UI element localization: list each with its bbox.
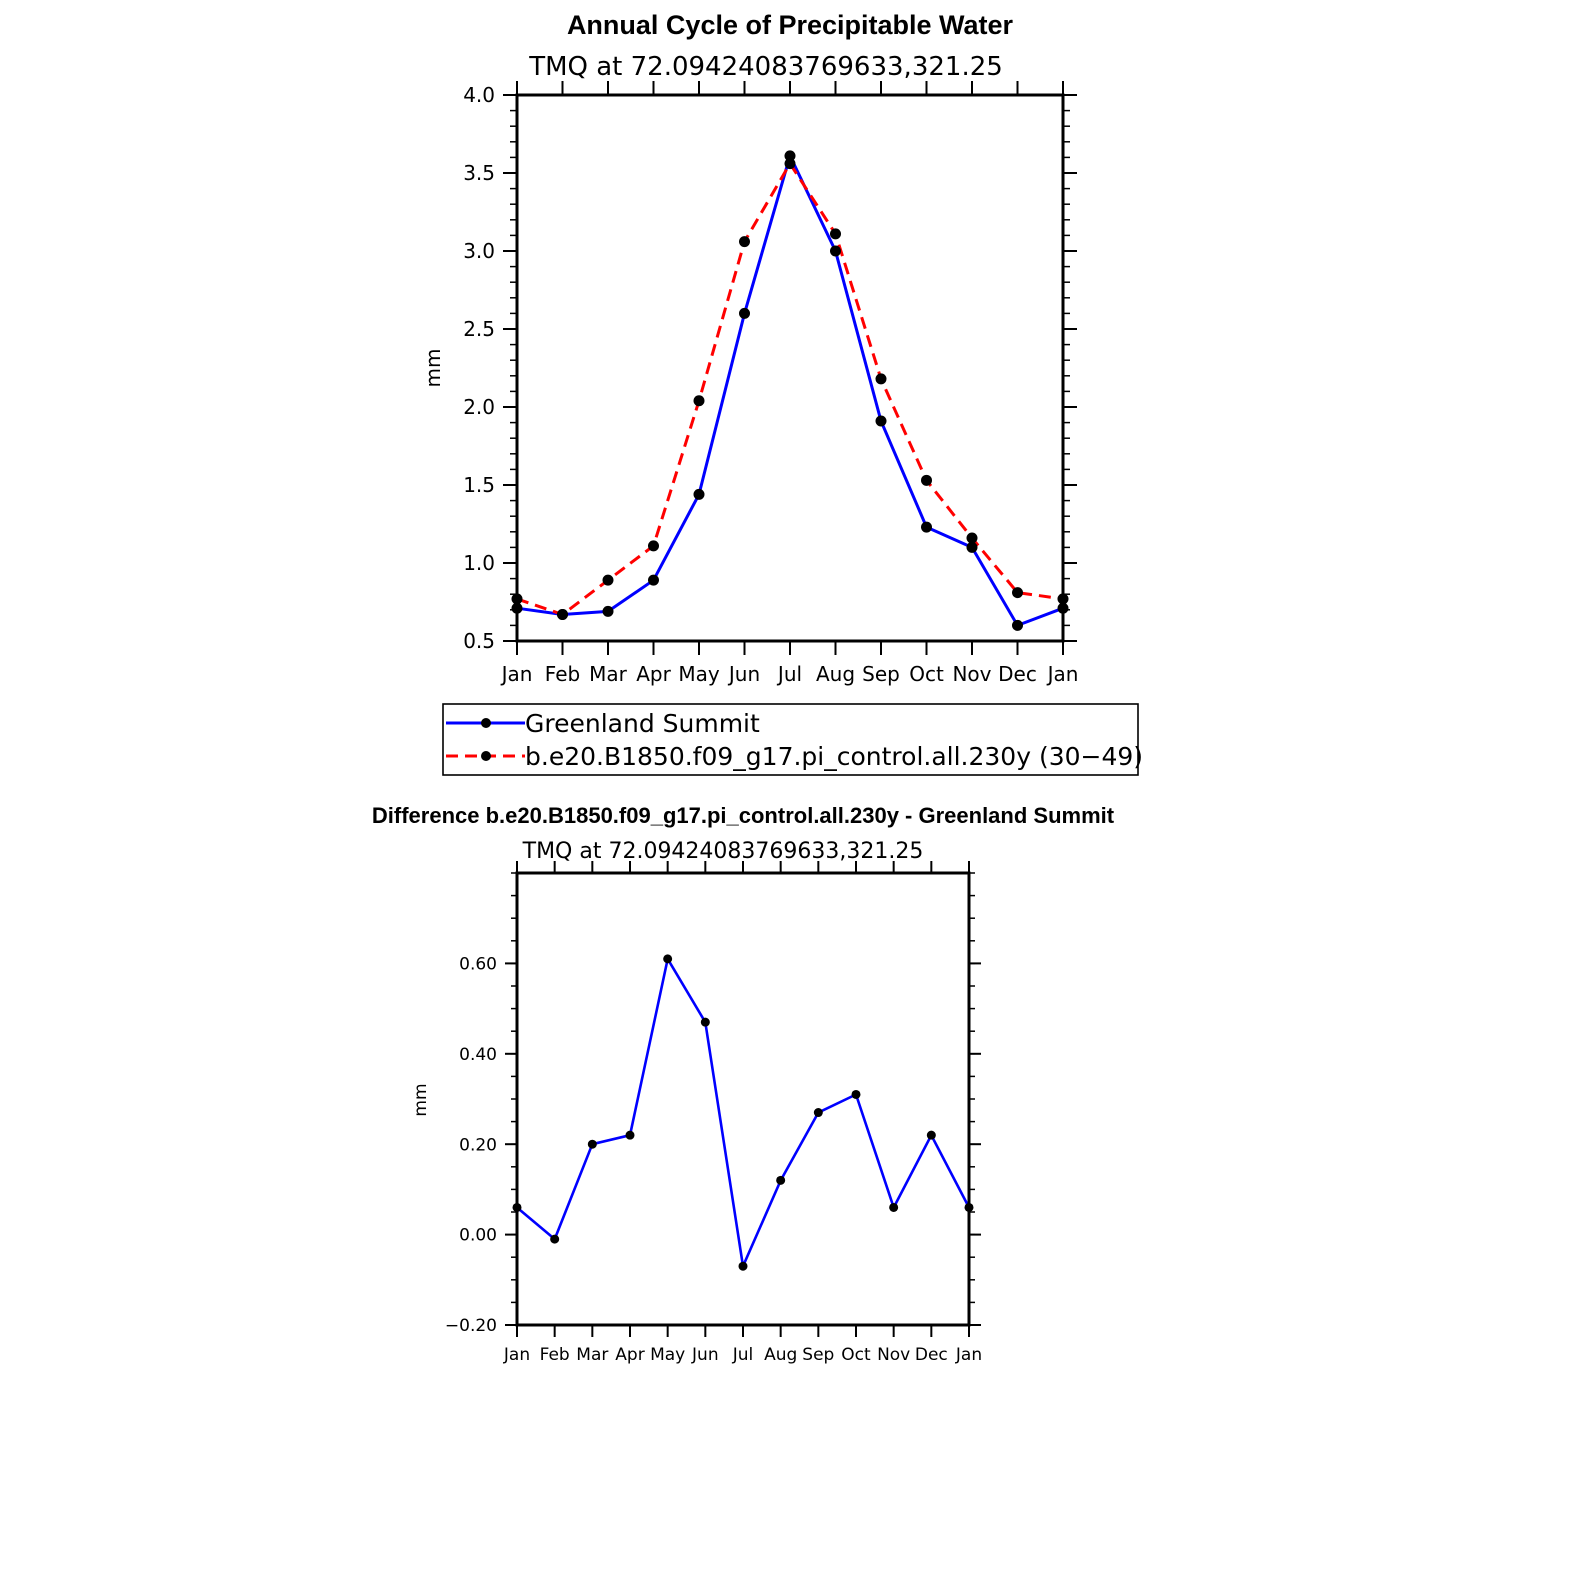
y-tick-label: 0.40 — [459, 1045, 497, 1065]
difference-panel: Difference b.e20.B1850.f09_g17.pi_contro… — [372, 803, 1115, 1365]
data-point — [738, 1261, 748, 1271]
difference-title: Difference b.e20.B1850.f09_g17.pi_contro… — [372, 803, 1115, 828]
y-tick-label: 3.0 — [463, 239, 495, 263]
data-point — [776, 1175, 786, 1185]
data-point — [587, 1139, 597, 1149]
annual-cycle-title: Annual Cycle of Precipitable Water — [567, 10, 1014, 40]
legend-label-greenland: Greenland Summit — [525, 709, 760, 738]
annual-cycle-plot-frame — [515, 93, 1065, 643]
data-point — [813, 1108, 823, 1118]
x-tick-label: Dec — [998, 662, 1037, 686]
annual-cycle-subtitle: TMQ at 72.09424083769633,321.25 — [528, 52, 1003, 82]
data-point — [739, 236, 750, 248]
data-point — [830, 245, 841, 257]
y-tick-label: 0.20 — [459, 1135, 497, 1155]
legend-marker-greenland — [481, 718, 491, 728]
x-tick-label: Feb — [545, 662, 580, 686]
x-tick-label: Mar — [589, 662, 628, 686]
data-point — [625, 1130, 635, 1140]
y-tick-label: −0.20 — [445, 1316, 497, 1336]
x-tick-label: Jun — [727, 662, 760, 686]
data-point — [648, 574, 659, 586]
x-tick-label: Feb — [540, 1345, 570, 1365]
data-point — [926, 1130, 936, 1140]
y-tick-label: 0.00 — [459, 1226, 497, 1246]
data-point — [889, 1202, 899, 1212]
x-tick-label: Nov — [877, 1345, 910, 1365]
data-point — [663, 954, 673, 964]
x-tick-label: Sep — [862, 662, 900, 686]
data-point — [1012, 587, 1023, 599]
y-tick-label: 2.5 — [463, 317, 495, 341]
data-point — [550, 1234, 560, 1244]
legend-label-control: b.e20.B1850.f09_g17.pi_control.all.230y … — [525, 742, 1143, 771]
x-tick-label: Nov — [952, 662, 991, 686]
data-point — [693, 395, 705, 407]
data-point — [921, 521, 932, 533]
x-tick-label: Oct — [909, 662, 944, 686]
difference-plot-frame — [515, 871, 971, 1327]
data-point — [830, 228, 841, 240]
data-point — [875, 415, 887, 427]
data-point — [557, 608, 568, 620]
x-tick-label: Jan — [503, 1345, 530, 1365]
x-tick-label: Oct — [841, 1345, 871, 1365]
data-point — [784, 150, 796, 162]
data-point — [693, 488, 705, 500]
data-point — [966, 541, 978, 553]
data-point — [602, 605, 614, 617]
data-point — [648, 540, 659, 552]
y-tick-label: 0.60 — [459, 955, 497, 975]
x-tick-label: Apr — [615, 1345, 644, 1365]
y-tick-label: 0.5 — [463, 629, 495, 653]
x-tick-label: Aug — [816, 662, 855, 686]
series-line-0 — [516, 957, 971, 1268]
x-tick-label: Jan — [1046, 662, 1079, 686]
legend-marker-control — [481, 751, 491, 761]
annual-cycle-panel: Annual Cycle of Precipitable Water TMQ a… — [421, 10, 1143, 776]
x-tick-label: May — [678, 662, 720, 686]
data-point — [1012, 619, 1023, 631]
x-tick-label: Mar — [576, 1345, 608, 1365]
x-tick-label: Sep — [802, 1345, 834, 1365]
x-tick-label: Jul — [732, 1345, 754, 1365]
data-point — [875, 373, 887, 385]
y-tick-label: 4.0 — [463, 83, 495, 107]
data-point — [700, 1017, 710, 1027]
y-tick-label: 1.0 — [463, 551, 495, 575]
data-point — [921, 474, 932, 486]
y-tick-label: 3.5 — [463, 161, 495, 185]
data-point — [784, 158, 796, 170]
series-line-0 — [516, 154, 1064, 627]
legend: Greenland Summit b.e20.B1850.f09_g17.pi_… — [442, 703, 1143, 776]
x-tick-label: Jan — [955, 1345, 982, 1365]
x-tick-label: Aug — [764, 1345, 797, 1365]
x-tick-label: Apr — [636, 662, 671, 686]
difference-ylabel: mm — [411, 1083, 431, 1116]
data-point — [966, 532, 978, 544]
x-tick-label: Jul — [776, 662, 802, 686]
data-point — [851, 1089, 861, 1099]
y-tick-label: 1.5 — [463, 473, 495, 497]
data-point — [739, 307, 750, 319]
series-line-1 — [516, 162, 1064, 616]
y-tick-label: 2.0 — [463, 395, 495, 419]
difference-subtitle: TMQ at 72.09424083769633,321.25 — [522, 839, 924, 864]
x-tick-label: Jun — [691, 1345, 719, 1365]
x-tick-label: Dec — [915, 1345, 948, 1365]
x-tick-label: May — [650, 1345, 685, 1365]
annual-cycle-ylabel: mm — [421, 349, 445, 388]
x-tick-label: Jan — [500, 662, 533, 686]
data-point — [602, 574, 614, 586]
legend-box — [442, 703, 1139, 776]
